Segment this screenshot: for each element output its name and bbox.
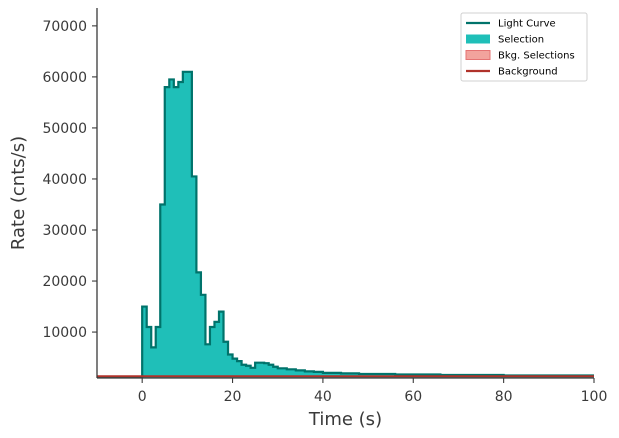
light-curve-line <box>97 70 594 379</box>
y-tick-label: 70000 <box>42 19 87 35</box>
y-axis-label: Rate (cnts/s) <box>8 136 29 250</box>
axes: 0 20 40 60 80 100 10000 20000 30000 40000 50000 600… <box>42 8 607 405</box>
y-tick-label: 10000 <box>42 325 87 341</box>
x-tick-label: 20 <box>224 389 242 405</box>
legend: Light Curve Selection Bkg. Selections Backg… <box>460 12 588 82</box>
x-tick-label: 80 <box>495 389 513 405</box>
legend-label-light-curve: Light Curve <box>498 19 556 30</box>
x-axis-label: Time (s) <box>308 409 382 430</box>
y-tick-label: 50000 <box>42 121 87 137</box>
legend-swatch-bkg-selections <box>465 50 491 60</box>
selection-area <box>142 71 594 379</box>
x-tick-label: 60 <box>404 389 422 405</box>
plot-area <box>97 70 594 379</box>
y-tick-label: 30000 <box>42 223 87 239</box>
y-tick-label: 60000 <box>42 70 87 86</box>
legend-label-background: Background <box>498 67 558 78</box>
legend-frame <box>460 12 588 82</box>
x-tick-label: 0 <box>138 389 147 405</box>
x-tick-label: 100 <box>581 389 608 405</box>
legend-label-bkg-selections: Bkg. Selections <box>498 51 575 62</box>
legend-swatch-selection <box>466 34 490 44</box>
legend-label-selection: Selection <box>498 35 544 46</box>
y-tick-label: 40000 <box>42 172 87 188</box>
y-tick-label: 20000 <box>42 274 87 290</box>
x-tick-label: 40 <box>314 389 332 405</box>
